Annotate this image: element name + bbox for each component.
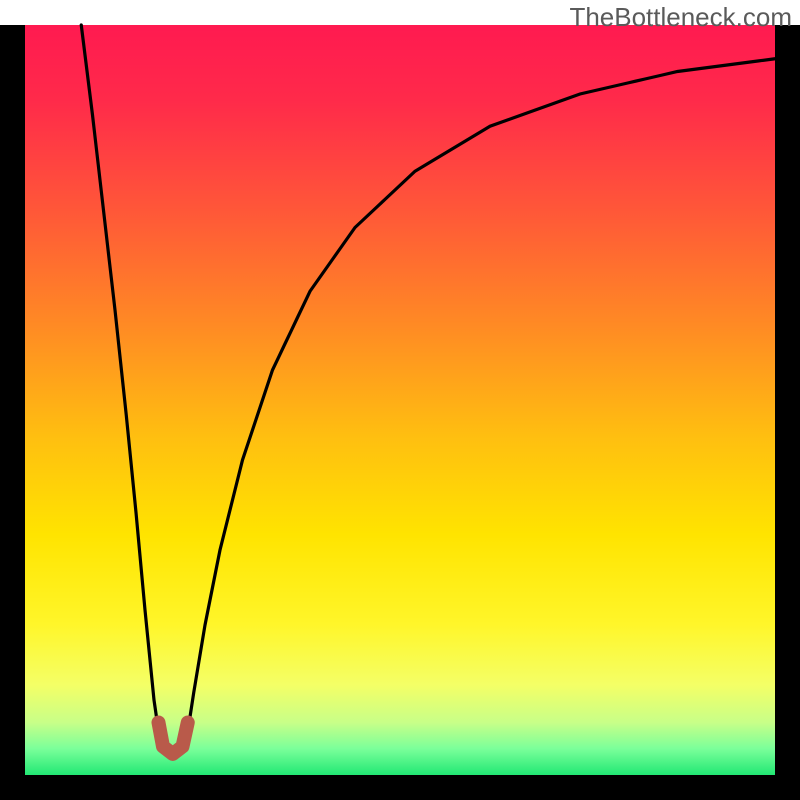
chart-frame: TheBottleneck.com (0, 0, 800, 800)
bottleneck-chart (0, 0, 800, 800)
border-bottom (0, 775, 800, 800)
watermark-text: TheBottleneck.com (569, 2, 792, 33)
gradient-background (25, 25, 775, 775)
watermark-label: TheBottleneck.com (569, 2, 792, 32)
border-left (0, 25, 25, 800)
border-right (775, 25, 800, 800)
